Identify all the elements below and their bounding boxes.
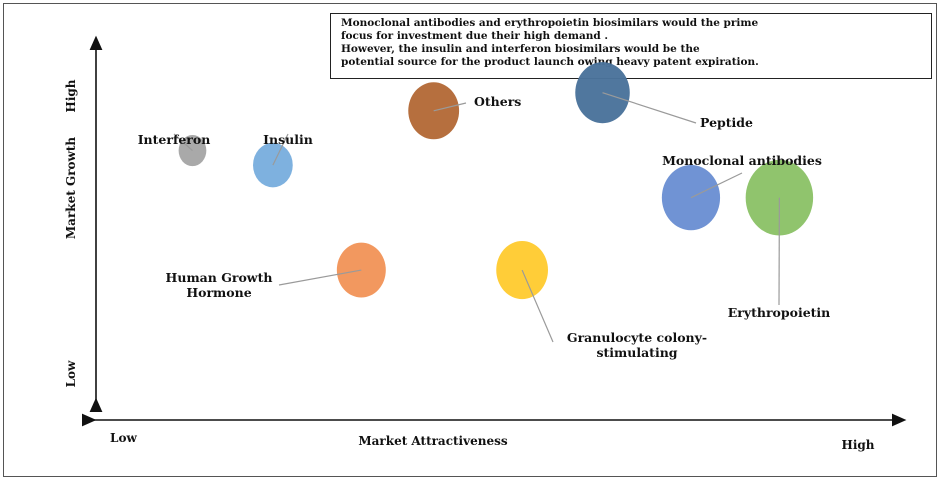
y-axis-high-label: High	[64, 79, 78, 112]
leader-line-interferon	[173, 133, 193, 152]
bubble-label-interferon: Interferon	[138, 132, 211, 147]
x-axis-title: Market Attractiveness	[358, 434, 507, 448]
bubble-label-erythropoietin: Erythropoietin	[728, 305, 831, 320]
x-axis-high-label: High	[841, 438, 874, 452]
bubble-label-peptide: Peptide	[700, 115, 753, 130]
y-axis-low-label: Low	[64, 360, 78, 387]
chart-frame	[3, 3, 937, 477]
leader-line-others	[433, 102, 467, 112]
leader-line-monoclonal-antibodies	[690, 172, 743, 199]
x-axis-low-label: Low	[110, 431, 137, 445]
bubble-monoclonal-antibodies	[661, 165, 721, 231]
summary-note: Monoclonal antibodies and erythropoietin…	[330, 13, 932, 79]
bubble-label-others: Others	[474, 94, 521, 109]
bubble-label-human-growth-hormone: Human Growth Hormone	[166, 270, 273, 300]
note-line: focus for investment due their high dema…	[341, 30, 609, 42]
note-line: potential source for the product launch …	[341, 56, 759, 68]
bubble-label-monoclonal-antibodies: Monoclonal antibodies	[662, 153, 822, 168]
leader-line-granulocyte-colony-stimulating	[521, 269, 554, 343]
bubble-label-insulin: Insulin	[263, 132, 313, 147]
y-axis-title: Market Growth	[64, 137, 78, 239]
leader-line-human-growth-hormone	[278, 269, 362, 286]
note-line: Monoclonal antibodies and erythropoietin…	[341, 17, 759, 29]
bubble-label-granulocyte-colony-stimulating: Granulocyte colony-stimulating	[567, 330, 707, 360]
note-line: However, the insulin and interferon bios…	[341, 43, 700, 55]
leader-line-peptide	[602, 92, 697, 124]
leader-line-insulin	[272, 133, 289, 166]
leader-lines-group	[173, 92, 781, 343]
bubble-labels-group: Interferon Insulin Others Peptide Monoclonal…	[138, 94, 831, 360]
